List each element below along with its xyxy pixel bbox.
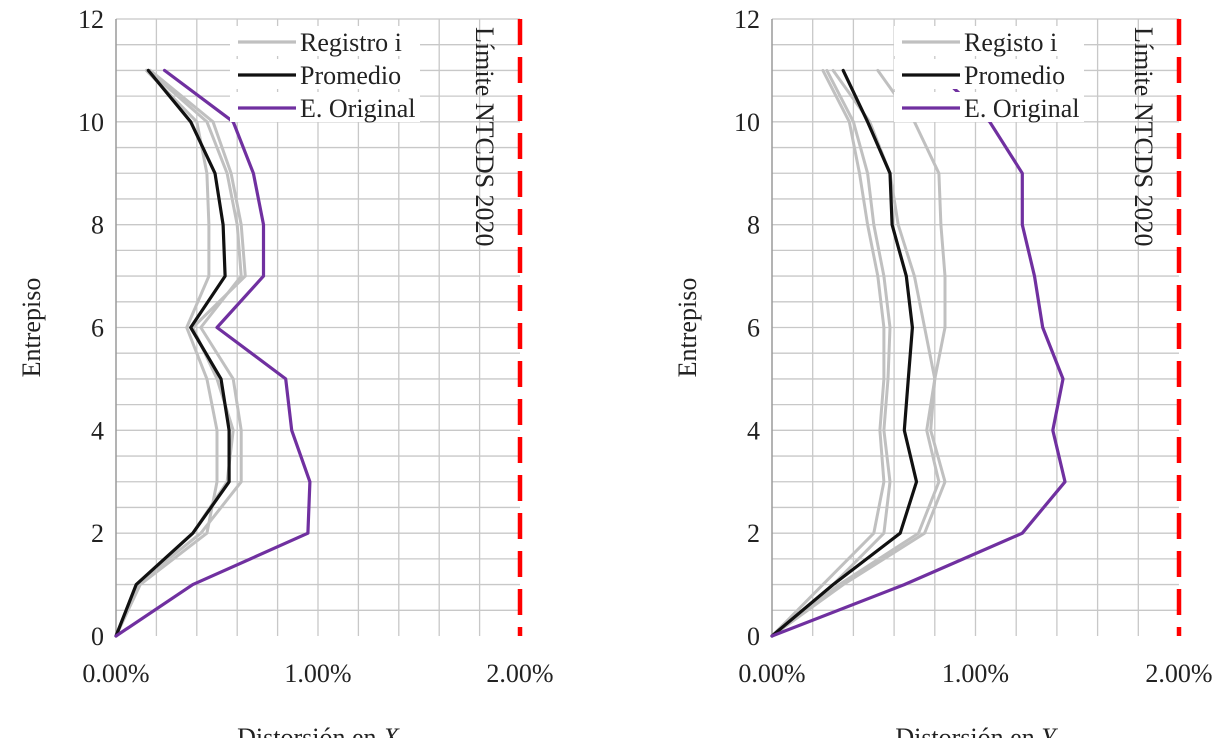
series-line-registro-1	[770, 68, 892, 638]
y-tick-label: 10	[78, 108, 104, 137]
series-line-registro-2	[770, 68, 947, 638]
legend: Registo i Promedio E. Original	[894, 26, 1084, 123]
x-tick-label: 2.00%	[1145, 659, 1212, 688]
y-axis-title: Entrepiso	[673, 278, 702, 378]
x-axis-title: Distorsión en X	[237, 723, 400, 738]
x-tick-label: 2.00%	[486, 659, 553, 688]
series-line-registro-0	[770, 68, 886, 638]
x-axis-title-text: Distorsión en	[237, 723, 383, 738]
chart-distorsion-y: Límite NTCDS 2020 Registo i Promedio E. Ori…	[673, 5, 1213, 738]
legend: Registro i Promedio E. Original	[230, 26, 420, 123]
series-group	[114, 68, 312, 638]
series-line-original-5	[770, 68, 1067, 638]
series-line-registro-0	[114, 68, 219, 638]
legend-label-promedio: Promedio	[964, 61, 1065, 90]
limit-label: Límite NTCDS 2020	[470, 27, 499, 247]
y-tick-label: 8	[747, 211, 760, 240]
y-tick-label: 4	[747, 416, 760, 445]
x-axis-title-text: Distorsión en	[895, 723, 1041, 738]
y-tick-label: 12	[78, 5, 104, 34]
x-axis-title: Distorsión en Y	[895, 723, 1058, 738]
legend-label-original: E. Original	[300, 94, 416, 123]
y-tick-label: 4	[91, 416, 104, 445]
series-group	[770, 68, 1067, 638]
grid	[772, 18, 1179, 636]
y-tick-label: 2	[91, 519, 104, 548]
x-tick-label: 1.00%	[284, 659, 351, 688]
legend-label-original: E. Original	[964, 94, 1080, 123]
series-line-original-4	[114, 68, 312, 638]
series-line-promedio-4	[770, 68, 919, 638]
y-tick-label: 12	[734, 5, 760, 34]
y-tick-label: 0	[747, 622, 760, 651]
y-tick-label: 10	[734, 108, 760, 137]
x-axis-title-variable: Y	[1041, 723, 1058, 738]
y-tick-label: 6	[91, 314, 104, 343]
legend-label-registro: Registro i	[300, 28, 402, 57]
y-tick-label: 6	[747, 314, 760, 343]
y-tick-label: 8	[91, 211, 104, 240]
x-tick-label: 0.00%	[82, 659, 149, 688]
y-axis-title: Entrepiso	[17, 278, 46, 378]
x-axis-title-variable: X	[382, 723, 400, 738]
series-line-promedio-3	[114, 68, 231, 638]
limit-label: Límite NTCDS 2020	[1129, 27, 1158, 247]
chart-distorsion-x: Límite NTCDS 2020 Registro i Promedio E. Or…	[17, 5, 554, 738]
x-tick-label: 0.00%	[738, 659, 805, 688]
series-line-registro-1	[114, 68, 243, 638]
legend-label-promedio: Promedio	[300, 61, 401, 90]
x-tick-label: 1.00%	[942, 659, 1009, 688]
legend-label-registro: Registo i	[964, 28, 1057, 57]
y-tick-label: 2	[747, 519, 760, 548]
y-tick-label: 0	[91, 622, 104, 651]
